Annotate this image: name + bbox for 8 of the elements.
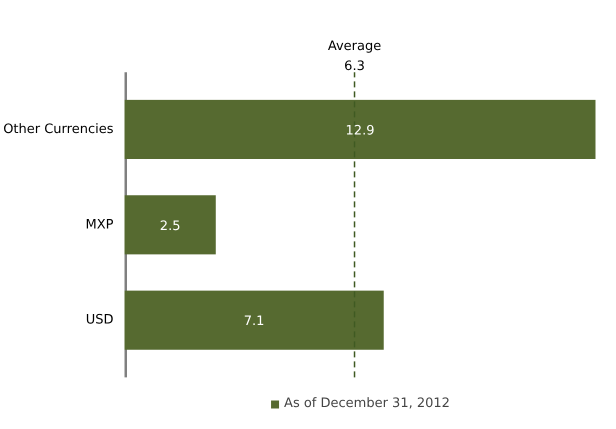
data-label: 7.1: [244, 314, 264, 330]
y-tick-label: USD: [86, 312, 114, 328]
ref-line-label: Average 6.3: [328, 39, 382, 74]
legend-label: As of December 31, 2012: [284, 396, 450, 411]
y-tick-label: MXP: [86, 217, 114, 232]
y-tick-label: Other Currencies: [3, 122, 114, 137]
data-label: 12.9: [346, 123, 374, 138]
data-label: 2.5: [160, 218, 180, 234]
